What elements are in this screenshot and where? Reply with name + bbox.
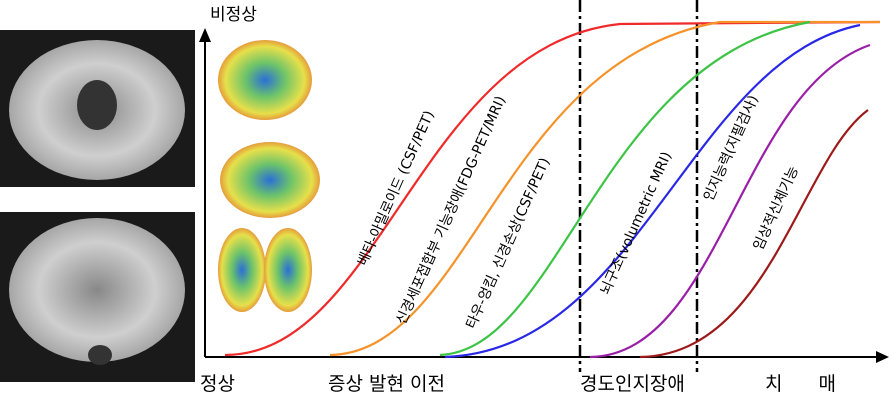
- curve-label: 임상적신체기능: [751, 164, 802, 253]
- curve-label: 뇌구조(volumetric MRI): [598, 149, 676, 297]
- stage-label: 정상: [200, 373, 235, 395]
- axes: [199, 28, 889, 363]
- curve-label: 베타-아밀로이드 (CSF/PET): [355, 108, 438, 268]
- curves: [224, 20, 881, 359]
- curve: [439, 20, 811, 357]
- curve: [589, 43, 871, 359]
- stage-label: 경도인지장애: [580, 373, 685, 395]
- curve: [329, 20, 880, 357]
- y-axis-label: 비정상: [210, 5, 257, 25]
- curve: [444, 23, 861, 359]
- curve: [224, 20, 881, 357]
- curve-label: 인지능력(지필검사): [701, 93, 762, 204]
- stage-label: 증상 발현 이전: [328, 373, 445, 395]
- curve: [639, 109, 869, 359]
- stage-label: 치 매: [765, 373, 836, 395]
- brain-maps: [218, 40, 320, 312]
- mri-images: [0, 30, 195, 382]
